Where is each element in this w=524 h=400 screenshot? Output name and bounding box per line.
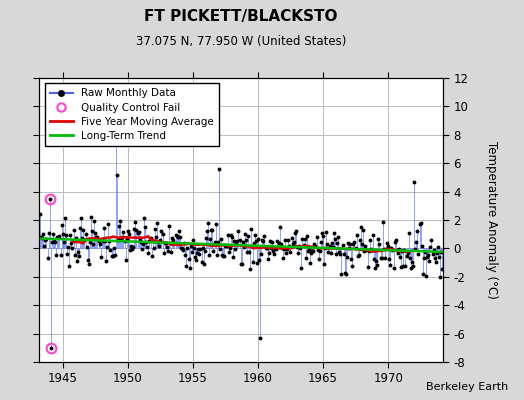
Text: FT PICKETT/BLACKSTO: FT PICKETT/BLACKSTO	[144, 8, 338, 24]
Text: 37.075 N, 77.950 W (United States): 37.075 N, 77.950 W (United States)	[136, 36, 346, 48]
Y-axis label: Temperature Anomaly (°C): Temperature Anomaly (°C)	[485, 141, 498, 299]
Legend: Raw Monthly Data, Quality Control Fail, Five Year Moving Average, Long-Term Tren: Raw Monthly Data, Quality Control Fail, …	[45, 83, 219, 146]
Text: Berkeley Earth: Berkeley Earth	[426, 382, 508, 392]
